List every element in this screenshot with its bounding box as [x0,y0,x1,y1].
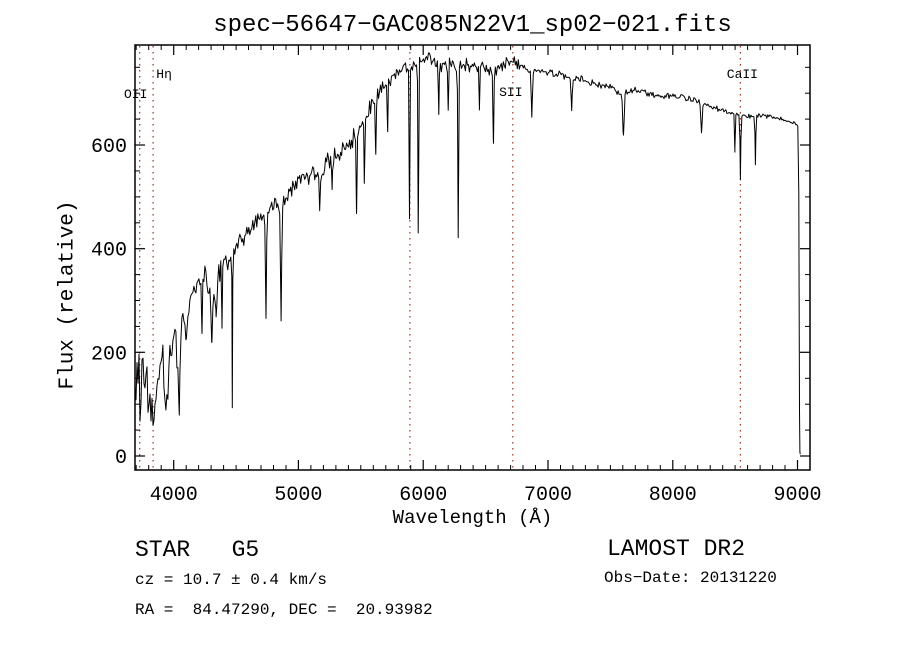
spectrum-trace [134,52,801,455]
plot-title: spec−56647−GAC085N22V1_sp02−021.fits [213,12,732,39]
plot-frame [134,44,811,471]
x-tick-label: 4000 [150,484,198,507]
y-tick-label: 0 [115,447,127,470]
x-tick-label: 9000 [773,484,821,507]
ra-dec-value: RA = 84.47290, DEC = 20.93982 [135,601,433,619]
x-tick-label: 8000 [649,484,697,507]
object-class-label: STAR G5 [135,537,260,563]
obs-date: Obs−Date: 20131220 [604,569,777,587]
x-tick-label: 5000 [274,484,322,507]
cz-value: cz = 10.7 ± 0.4 km/s [135,571,328,589]
survey-label: LAMOST DR2 [607,536,746,562]
x-axis-title: Wavelength (Å) [392,507,553,529]
y-tick-label: 400 [91,240,127,263]
spectral-line-label: SII [499,85,522,100]
spectral-line-label: CaII [727,67,758,82]
spectral-line-label: Hη [156,67,172,82]
x-tick-label: 7000 [524,484,572,507]
x-tick-label: 6000 [399,484,447,507]
y-tick-label: 600 [91,136,127,159]
y-tick-label: 200 [91,343,127,366]
